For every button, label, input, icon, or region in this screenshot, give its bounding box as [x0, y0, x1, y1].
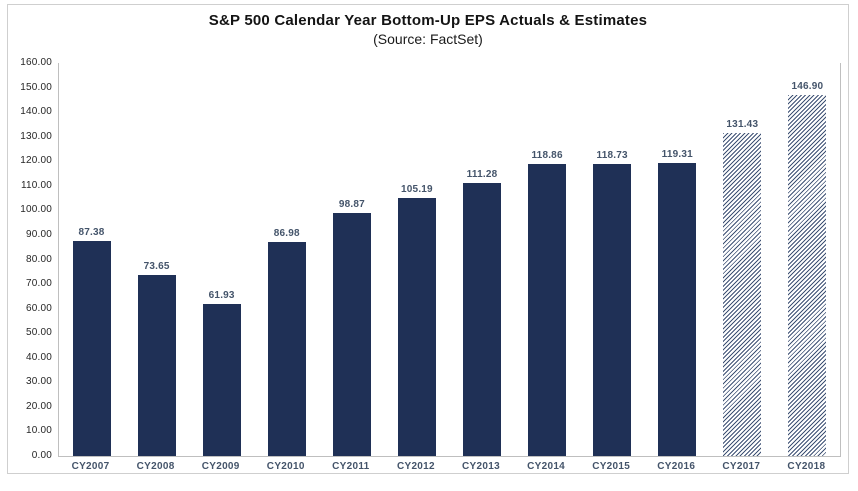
y-tick-label: 160.00: [20, 57, 52, 68]
bar-value-label: 98.87: [338, 199, 365, 211]
y-tick-label: 20.00: [25, 400, 52, 412]
actual-bar: [593, 164, 632, 456]
estimate-bar: [788, 95, 827, 456]
x-tick-label: CY2018: [787, 461, 826, 472]
actual-bar: [72, 241, 111, 456]
bar-column: 146.90: [775, 63, 840, 456]
x-tick-label: CY2011: [332, 461, 370, 472]
x-tick-label: CY2017: [722, 461, 761, 472]
x-axis: CY2007 CY2008 CY2009 CY2010 CY2011 CY2012 CY20…: [58, 461, 839, 472]
y-tick-label: 40.00: [25, 351, 52, 363]
y-tick-label: 90.00: [25, 228, 52, 240]
y-tick-label: 30.00: [25, 376, 52, 388]
y-tick-label: 50.00: [25, 327, 52, 339]
actual-bar: [267, 242, 306, 456]
bar-value-label: 131.43: [726, 119, 759, 131]
bar-column: 111.28: [449, 63, 514, 456]
x-tick-label: CY2012: [396, 461, 435, 472]
bar-column: 119.31: [645, 63, 710, 456]
bar-value-label: 73.65: [143, 261, 170, 273]
bar-column: 131.43: [710, 63, 775, 456]
bar-column: 118.73: [580, 63, 645, 456]
y-tick-label: 10.00: [25, 425, 52, 437]
bar-column: 105.19: [384, 63, 449, 456]
bar-value-label: 111.28: [466, 168, 498, 180]
y-tick-label: 70.00: [25, 278, 52, 290]
estimate-bar: [723, 133, 762, 456]
bar-value-label: 105.19: [401, 183, 433, 195]
bar-value-label: 119.31: [661, 148, 693, 160]
bar-column: 86.98: [254, 63, 319, 456]
plot-area: 87.38 73.65 61.93 86.98 98.87 105.19 111.28 118…: [58, 63, 841, 457]
bar-column: 73.65: [124, 63, 189, 456]
y-axis: 160.00 150.00 140.00 130.00 120.00 110.00 100.…: [8, 57, 52, 461]
chart-figure: S&P 500 Calendar Year Bottom-Up EPS Actu…: [7, 4, 849, 474]
chart-subtitle: (Source: FactSet): [373, 31, 483, 47]
x-tick-label: CY2008: [136, 461, 175, 472]
y-tick-label: 130.00: [20, 130, 52, 142]
bar-value-label: 87.38: [78, 227, 105, 239]
x-tick-label: CY2014: [527, 461, 566, 472]
x-tick-label: CY2007: [71, 461, 110, 472]
actual-bar: [137, 275, 176, 456]
bars-container: 87.38 73.65 61.93 86.98 98.87 105.19 111.28 118…: [59, 63, 840, 456]
y-tick-label: 80.00: [25, 253, 52, 265]
actual-bar: [202, 303, 241, 456]
y-tick-label: 140.00: [20, 106, 52, 118]
bar-column: 98.87: [319, 63, 384, 456]
bar-value-label: 86.98: [273, 228, 300, 240]
y-tick-label: 110.00: [20, 179, 52, 191]
bar-column: 87.38: [59, 63, 124, 456]
actual-bar: [463, 182, 501, 456]
x-tick-label: CY2015: [592, 461, 631, 472]
bar-value-label: 118.86: [531, 150, 563, 162]
x-tick-label: CY2010: [266, 461, 305, 472]
x-tick-label: CY2013: [462, 461, 500, 472]
bar-column: 118.86: [515, 63, 580, 456]
x-tick-label: CY2016: [657, 461, 696, 472]
y-tick-label: 60.00: [25, 302, 52, 314]
y-tick-label: 150.00: [20, 81, 52, 93]
y-tick-label: 120.00: [20, 155, 52, 167]
bar-value-label: 146.90: [791, 81, 824, 93]
actual-bar: [658, 162, 697, 456]
bar-value-label: 61.93: [208, 289, 235, 301]
y-tick-label: 100.00: [20, 204, 52, 216]
bar-column: 61.93: [189, 63, 254, 456]
chart-title: S&P 500 Calendar Year Bottom-Up EPS Actu…: [208, 12, 648, 29]
y-tick-label: 0.00: [31, 450, 52, 461]
actual-bar: [397, 197, 436, 456]
actual-bar: [332, 213, 371, 456]
actual-bar: [528, 164, 567, 456]
x-tick-label: CY2009: [201, 461, 240, 472]
bar-value-label: 118.73: [596, 150, 628, 162]
